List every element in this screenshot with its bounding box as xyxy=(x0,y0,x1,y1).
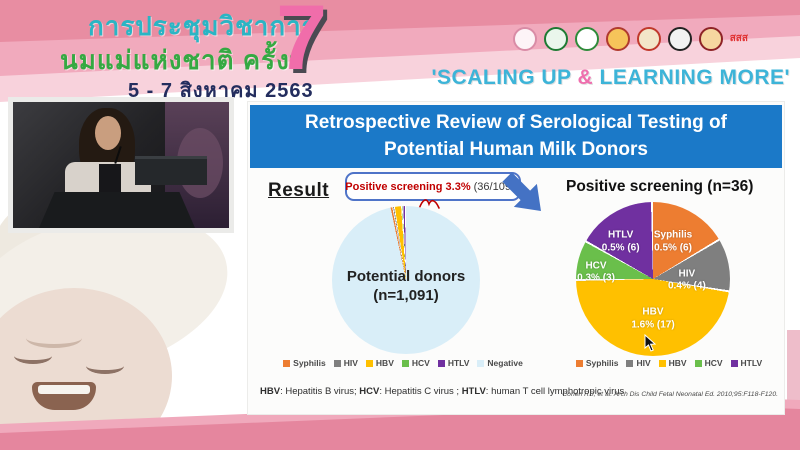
legend-label: Negative xyxy=(487,358,523,368)
positive-screening-pie xyxy=(576,202,730,356)
legend-swatch xyxy=(283,359,291,367)
potential-donors-line2: (n=1,091) xyxy=(373,286,439,304)
conference-dates: 5 - 7 สิงหาคม 2563 xyxy=(128,80,314,102)
potential-donors-label: Potential donors (n=1,091) xyxy=(332,268,480,306)
legend-label: HTLV xyxy=(740,358,763,368)
slice-label-hcv: HCV 0.3% (3) xyxy=(577,260,615,284)
footnote-text-1: : Hepatitis B virus; xyxy=(280,386,360,397)
medical-college-logo xyxy=(698,27,723,51)
legend-swatch xyxy=(694,359,702,367)
legend-label: HIV xyxy=(636,358,651,368)
potential-donors-line1: Potential donors xyxy=(346,268,466,286)
baby-brow xyxy=(26,328,82,348)
right-pie-legend: Syphilis HIV HBV HCV HTLV xyxy=(562,358,776,368)
footnote-htlv: HTLV xyxy=(461,386,486,397)
legend-swatch xyxy=(333,359,341,367)
legend-item-hiv: HIV xyxy=(333,358,358,368)
legend-label: HCV xyxy=(704,358,723,368)
university-emblem-logo xyxy=(667,27,692,51)
baby-teeth xyxy=(38,385,90,394)
presentation-slide: Retrospective Review of Serological Test… xyxy=(247,101,785,415)
legend-item-htlv: HTLV xyxy=(730,358,763,368)
arrow-right-icon xyxy=(502,172,541,211)
legend-swatch xyxy=(477,359,485,367)
abbreviations-footnote: HBV: Hepatitis B virus; HCV: Hepatitis C… xyxy=(260,386,680,397)
positive-screening-title: Positive screening (n=36) xyxy=(566,178,754,195)
result-label: Result xyxy=(268,180,330,201)
legend-label: Syphilis xyxy=(585,358,619,368)
conference-title-line2: นมแม่แห่งชาติ ครั้งที่ xyxy=(60,45,308,75)
legend-item-hbv: HBV xyxy=(658,358,687,368)
footnote-text-2: : Hepatitis C virus ; xyxy=(379,386,462,397)
mouse-cursor xyxy=(644,334,656,353)
legend-item-negative: Negative xyxy=(477,358,523,368)
slogan-part1: 'SCALING UP xyxy=(431,66,578,89)
royal-emblem-logo xyxy=(605,27,630,51)
slice-label-hbv: HBV 1.6% (17) xyxy=(631,306,675,331)
footnote-hcv: HCV xyxy=(359,386,380,397)
presenter-video xyxy=(8,97,234,233)
legend-swatch xyxy=(401,359,409,367)
baby-eye-left xyxy=(14,348,52,364)
potential-donors-pie-chart: Potential donors (n=1,091) xyxy=(332,206,480,354)
legend-swatch xyxy=(658,359,666,367)
legend-swatch xyxy=(730,359,738,367)
legend-swatch xyxy=(575,359,583,367)
legend-label: HBV xyxy=(375,358,394,368)
legend-item-syphilis: Syphilis xyxy=(283,358,326,368)
slice-label-htlv: HTLV 0.5% (6) xyxy=(601,229,640,254)
legend-item-hcv: HCV xyxy=(401,358,430,368)
slice-label-syphilis: Syphilis 0.5% (6) xyxy=(653,229,693,254)
laptop xyxy=(135,156,207,185)
legend-label: HBV xyxy=(668,358,687,368)
slogan-ampersand: & xyxy=(577,66,594,89)
legend-swatch xyxy=(437,359,445,367)
legend-label: HIV xyxy=(343,358,358,368)
slogan-part2: LEARNING MORE' xyxy=(593,66,790,89)
legend-item-hcv: HCV xyxy=(694,358,723,368)
thai-health-promotion-logo: สสส xyxy=(729,33,748,44)
reference-citation: Cohen RS, et al. Arch Dis Child Fetal Ne… xyxy=(562,391,778,398)
legend-item-syphilis: Syphilis xyxy=(575,358,619,368)
positive-screening-pie-chart: Syphilis 0.5% (6) HIV 0.4% (4) HBV 1.6% (17) H… xyxy=(576,202,730,356)
legend-item-hiv: HIV xyxy=(626,358,651,368)
legend-item-htlv: HTLV xyxy=(437,358,470,368)
footnote-text-3: : human T cell lymphotropic virus xyxy=(485,386,625,397)
conference-title-line1: การประชุมวิชาการ xyxy=(88,11,317,41)
breastfeeding-center-logo xyxy=(512,27,537,51)
baby-smile xyxy=(32,382,96,410)
partner-logos-row: สสส xyxy=(512,27,748,51)
podium xyxy=(39,192,195,228)
slide-title: Retrospective Review of Serological Test… xyxy=(250,105,782,168)
legend-swatch xyxy=(365,359,373,367)
department-of-health-logo xyxy=(543,27,568,51)
background-baby-image xyxy=(0,188,245,450)
slice-label-hiv: HIV 0.4% (4) xyxy=(667,268,706,292)
callout-highlight: Positive screening 3.3% xyxy=(345,180,471,193)
legend-label: HCV xyxy=(411,358,430,368)
footnote-hbv: HBV xyxy=(260,386,281,397)
conference-slogan: 'SCALING UP & LEARNING MORE' xyxy=(432,66,790,90)
medical-association-logo xyxy=(574,27,599,51)
presenter-face xyxy=(95,116,121,150)
legend-label: Syphilis xyxy=(293,358,326,368)
baby-eye-right xyxy=(86,358,124,374)
edition-number: 7 xyxy=(276,0,328,89)
potential-donors-pie xyxy=(332,206,480,354)
legend-item-hbv: HBV xyxy=(365,358,394,368)
callout-pointer-brace xyxy=(418,199,440,210)
royal-college-logo xyxy=(636,27,661,51)
legend-swatch xyxy=(626,359,634,367)
legend-label: HTLV xyxy=(447,358,470,368)
left-pie-legend: Syphilis HIV HBV HCV HTLV Negative xyxy=(274,358,532,368)
